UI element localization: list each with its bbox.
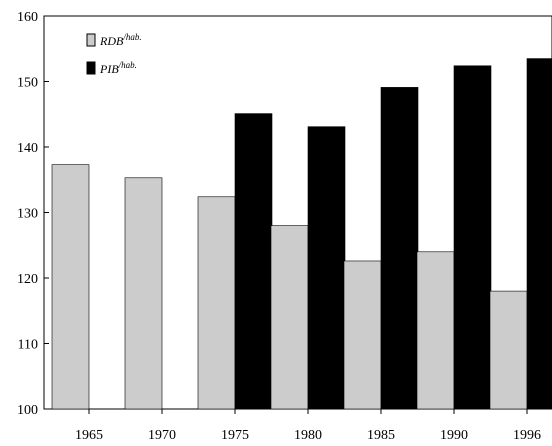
x-tick-label: 1980 [294, 428, 322, 443]
bar-rdb-1965 [51, 164, 90, 410]
bar-pib-1990 [453, 65, 492, 410]
x-tick-label: 1996 [513, 428, 541, 443]
x-axis: 1965 1970 1975 1980 1985 1990 1996 [75, 409, 541, 443]
y-tick-label: 100 [17, 403, 38, 418]
x-tick-label: 1975 [221, 428, 249, 443]
y-tick-label: 160 [17, 10, 38, 25]
bar-rdb-1980 [270, 225, 309, 410]
bar-pib-1985 [380, 87, 419, 410]
legend-label-pib: PIB/hab. [99, 60, 137, 76]
y-axis: 100 110 120 130 140 150 160 [17, 10, 49, 418]
bar-pib-1975 [234, 113, 273, 410]
bar-rdb-1970 [124, 177, 163, 410]
legend-label-rdb: RDB/hab. [99, 32, 142, 48]
bar-pib-1996 [526, 58, 552, 410]
legend: RDB/hab. PIB/hab. [86, 32, 142, 76]
y-tick-label: 110 [18, 338, 38, 353]
bar-pib-1980 [307, 126, 346, 410]
bar-rdb-1985 [343, 260, 382, 410]
legend-swatch-rdb [86, 33, 96, 47]
bars-layer [51, 58, 552, 410]
bar-rdb-1996 [489, 290, 528, 410]
legend-swatch-pib [86, 61, 96, 75]
bar-rdb-1990 [416, 251, 455, 410]
x-tick-label: 1965 [75, 428, 103, 443]
y-tick-label: 120 [17, 272, 38, 287]
bar-rdb-1975 [197, 196, 236, 410]
x-tick-label: 1990 [440, 428, 468, 443]
y-tick-label: 150 [17, 76, 38, 91]
y-tick-label: 140 [17, 141, 38, 156]
x-tick-label: 1985 [367, 428, 395, 443]
y-tick-label: 130 [17, 207, 38, 222]
x-tick-label: 1970 [148, 428, 176, 443]
